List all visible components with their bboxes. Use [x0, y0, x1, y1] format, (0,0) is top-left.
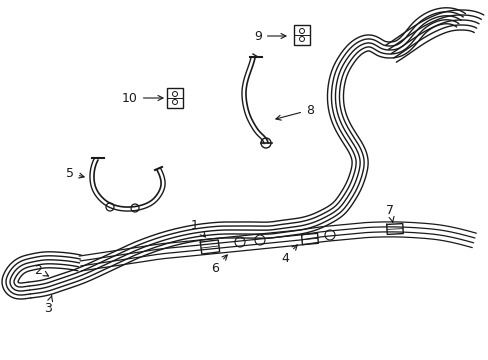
- Text: 3: 3: [44, 296, 52, 315]
- Text: 7: 7: [385, 203, 393, 222]
- Text: 4: 4: [281, 245, 297, 265]
- Bar: [167, 88, 183, 108]
- Text: 5: 5: [66, 166, 84, 180]
- Text: 2: 2: [34, 264, 48, 276]
- Text: 6: 6: [211, 255, 227, 274]
- Text: 1: 1: [191, 219, 205, 237]
- Bar: [293, 25, 309, 45]
- Text: 8: 8: [275, 104, 313, 120]
- Text: 9: 9: [254, 30, 285, 42]
- Text: 10: 10: [122, 91, 163, 104]
